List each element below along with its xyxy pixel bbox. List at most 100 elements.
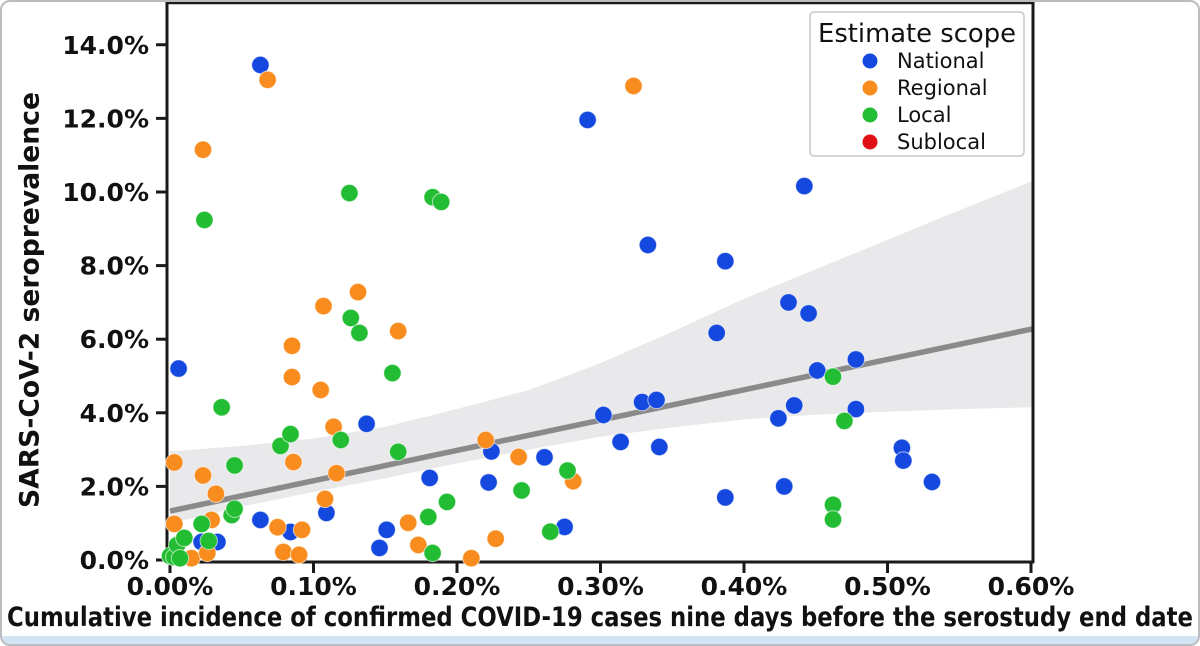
bottom-strip [2,636,1198,644]
data-point-regional [268,518,287,537]
data-point-regional [399,513,418,532]
data-point-local [212,398,231,417]
data-point-local [271,436,290,456]
y-tick-label: 2.0% [80,472,149,501]
legend-swatch-national [862,53,878,69]
y-axis-label: SARS-CoV-2 seroprevalence [15,92,46,508]
data-point-local [341,308,360,328]
data-point-national [799,304,818,323]
y-tick-label: 4.0% [80,399,149,428]
data-point-local [823,367,843,386]
x-tick-label: 0.00% [127,572,214,601]
data-point-regional [486,529,505,548]
legend-swatch-regional [862,80,878,96]
data-point-national [578,110,597,130]
data-point-national [922,472,942,492]
data-point-local [225,499,244,518]
data-point-local [423,543,442,563]
data-point-national [251,510,270,530]
plot-spines [165,2,1035,564]
data-point-regional [258,70,277,90]
data-point-national [611,432,630,452]
legend-items: National Regional Local Sublocal [862,49,988,154]
data-point-regional [284,452,303,472]
data-point-regional [165,514,184,534]
data-point-national [594,405,613,425]
data-point-regional [509,447,528,467]
data-point-regional [193,140,213,159]
legend-box [809,11,1025,157]
axis-ticks: 0.00% 0.10% 0.20% 0.30% 0.40% 0.50% 0.60% 0.0% 2… [62,31,1074,601]
legend-swatch-sublocal [862,134,878,150]
data-point-national [370,538,389,558]
data-point-national [716,488,735,507]
data-point-local [225,456,244,475]
data-point-national [716,252,735,271]
x-tick-label: 0.40% [701,572,788,601]
y-tick-label: 14.0% [62,31,149,60]
data-point-regional [289,545,309,564]
data-point-local [432,192,451,212]
x-tick-label: 0.60% [988,572,1075,601]
legend-label-national: National [897,49,985,73]
data-point-regional [206,484,226,503]
data-point-local [192,514,211,534]
data-point-regional [165,453,184,472]
data-point-regional [462,549,481,568]
data-point-national [377,520,396,539]
data-point-national [769,409,788,428]
data-point-regional [624,76,643,96]
data-point-local [340,183,359,203]
legend-label-regional: Regional [897,76,988,100]
data-point-regional [274,542,293,562]
data-point-national [535,448,554,467]
data-point-regional [311,380,330,400]
data-point-national [647,390,666,410]
data-point-national [479,473,498,492]
data-point-local [281,424,300,444]
data-point-regional [292,520,312,539]
data-point-local [383,363,402,383]
data-point-local [175,528,194,548]
data-point-local [350,323,369,343]
confidence-band-area [170,181,1033,524]
data-point-national [808,361,827,380]
x-axis-label: Cumulative incidence of confirmed COVID-… [7,602,1193,633]
data-point-local [331,430,350,450]
data-point-national [169,359,188,378]
legend: Estimate scope National Regional Local Subl… [809,11,1025,157]
data-point-national [894,451,913,470]
legend-label-sublocal: Sublocal [897,130,986,154]
legend-title: Estimate scope [818,19,1016,49]
data-point-local [558,461,577,480]
data-point-national [357,414,376,433]
data-point-national [638,235,658,255]
legend-label-local: Local [897,103,951,127]
data-point-local [823,510,843,529]
data-point-regional [193,466,213,485]
y-tick-label: 0.0% [80,546,149,575]
legend-swatch-local [862,107,878,123]
data-point-regional [314,296,333,316]
data-point-local [437,492,457,512]
data-point-national [707,323,726,343]
data-point-national [650,437,669,457]
data-point-regional [282,336,302,355]
data-point-local [541,522,560,541]
data-point-regional [348,282,368,302]
x-tick-label: 0.30% [557,572,644,601]
data-point-national [846,399,866,419]
data-point-regional [327,464,346,483]
y-tick-label: 8.0% [80,252,149,281]
data-point-regional [409,535,428,555]
data-point-national [846,350,866,369]
data-point-regional [389,321,408,341]
y-tick-label: 10.0% [62,178,149,207]
data-point-local [195,210,214,230]
x-tick-label: 0.20% [414,572,501,601]
scatter-points [160,55,942,568]
data-point-local [170,549,190,568]
x-tick-label: 0.10% [270,572,357,601]
data-point-local [512,481,531,500]
